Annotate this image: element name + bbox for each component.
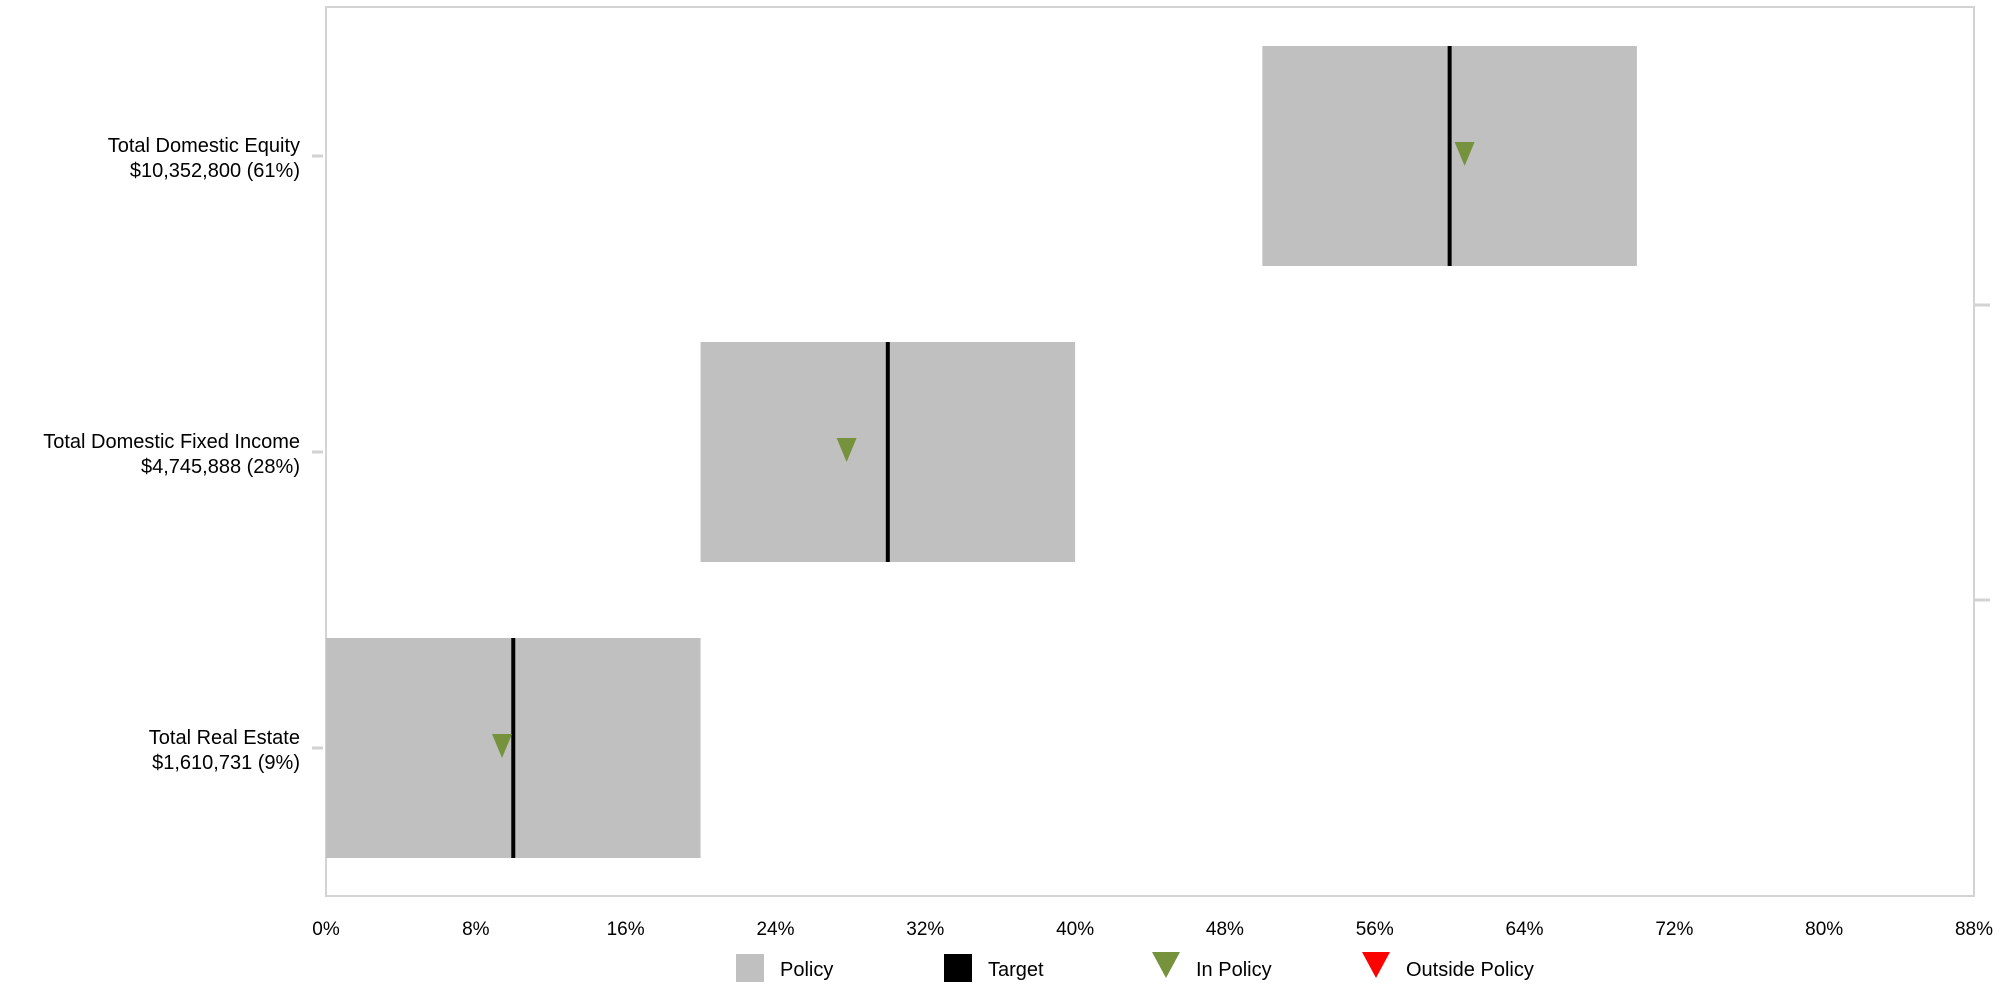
x-tick-label: 0% bbox=[312, 919, 340, 940]
x-tick-label: 8% bbox=[462, 919, 490, 940]
legend-swatch-outside-policy bbox=[1362, 952, 1390, 978]
x-axis-ticks: 0% 8% 16% 24% 32% 40% 48% 56% 64% 72% 80% 88% bbox=[312, 303, 1993, 940]
legend-label-target: Target bbox=[988, 959, 1044, 981]
actual-marker-total-domestic-fixed-income bbox=[836, 438, 857, 462]
actual-marker-total-domestic-equity bbox=[1454, 142, 1475, 166]
category-value: $4,745,888 (28%) bbox=[141, 456, 300, 478]
category-value: $10,352,800 (61%) bbox=[130, 160, 300, 182]
category-name: Total Real Estate bbox=[149, 727, 300, 749]
x-tick-label: 16% bbox=[607, 919, 645, 940]
x-tick-label: 88% bbox=[1955, 919, 1993, 940]
plot-frame bbox=[325, 6, 1975, 897]
legend-label-outside-policy: Outside Policy bbox=[1406, 959, 1534, 981]
legend-swatch-policy bbox=[736, 954, 764, 982]
x-tick-label: 80% bbox=[1805, 919, 1843, 940]
x-tick-label: 72% bbox=[1655, 919, 1693, 940]
x-tick-label: 48% bbox=[1206, 919, 1244, 940]
x-tick-label: 56% bbox=[1356, 919, 1394, 940]
legend-label-in-policy: In Policy bbox=[1196, 959, 1272, 981]
x-tick-label: 64% bbox=[1506, 919, 1544, 940]
category-name: Total Domestic Fixed Income bbox=[43, 431, 300, 453]
legend: Policy Target In Policy Outside Policy bbox=[736, 952, 1534, 982]
x-tick-label: 32% bbox=[906, 919, 944, 940]
category-value: $1,610,731 (9%) bbox=[152, 752, 300, 774]
category-labels: Total Domestic Equity $10,352,800 (61%) To… bbox=[43, 135, 323, 774]
x-tick-label: 40% bbox=[1056, 919, 1094, 940]
actual-marker-total-real-estate bbox=[492, 734, 513, 758]
category-name: Total Domestic Equity bbox=[108, 135, 300, 157]
chart-marks bbox=[326, 46, 1637, 858]
legend-swatch-target bbox=[944, 954, 972, 982]
x-tick-label: 24% bbox=[756, 919, 794, 940]
legend-swatch-in-policy bbox=[1152, 952, 1180, 978]
legend-label-policy: Policy bbox=[780, 959, 833, 981]
